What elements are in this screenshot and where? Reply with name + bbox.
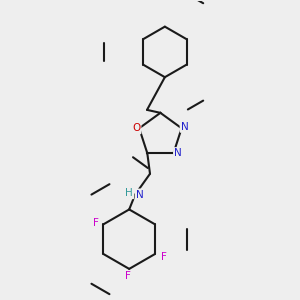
Text: F: F — [125, 271, 130, 281]
Text: N: N — [136, 190, 143, 200]
Text: N: N — [174, 148, 182, 158]
Text: H: H — [125, 188, 133, 198]
Text: O: O — [132, 123, 140, 133]
Text: N: N — [181, 122, 188, 132]
Text: F: F — [161, 252, 167, 262]
Text: F: F — [93, 218, 99, 228]
